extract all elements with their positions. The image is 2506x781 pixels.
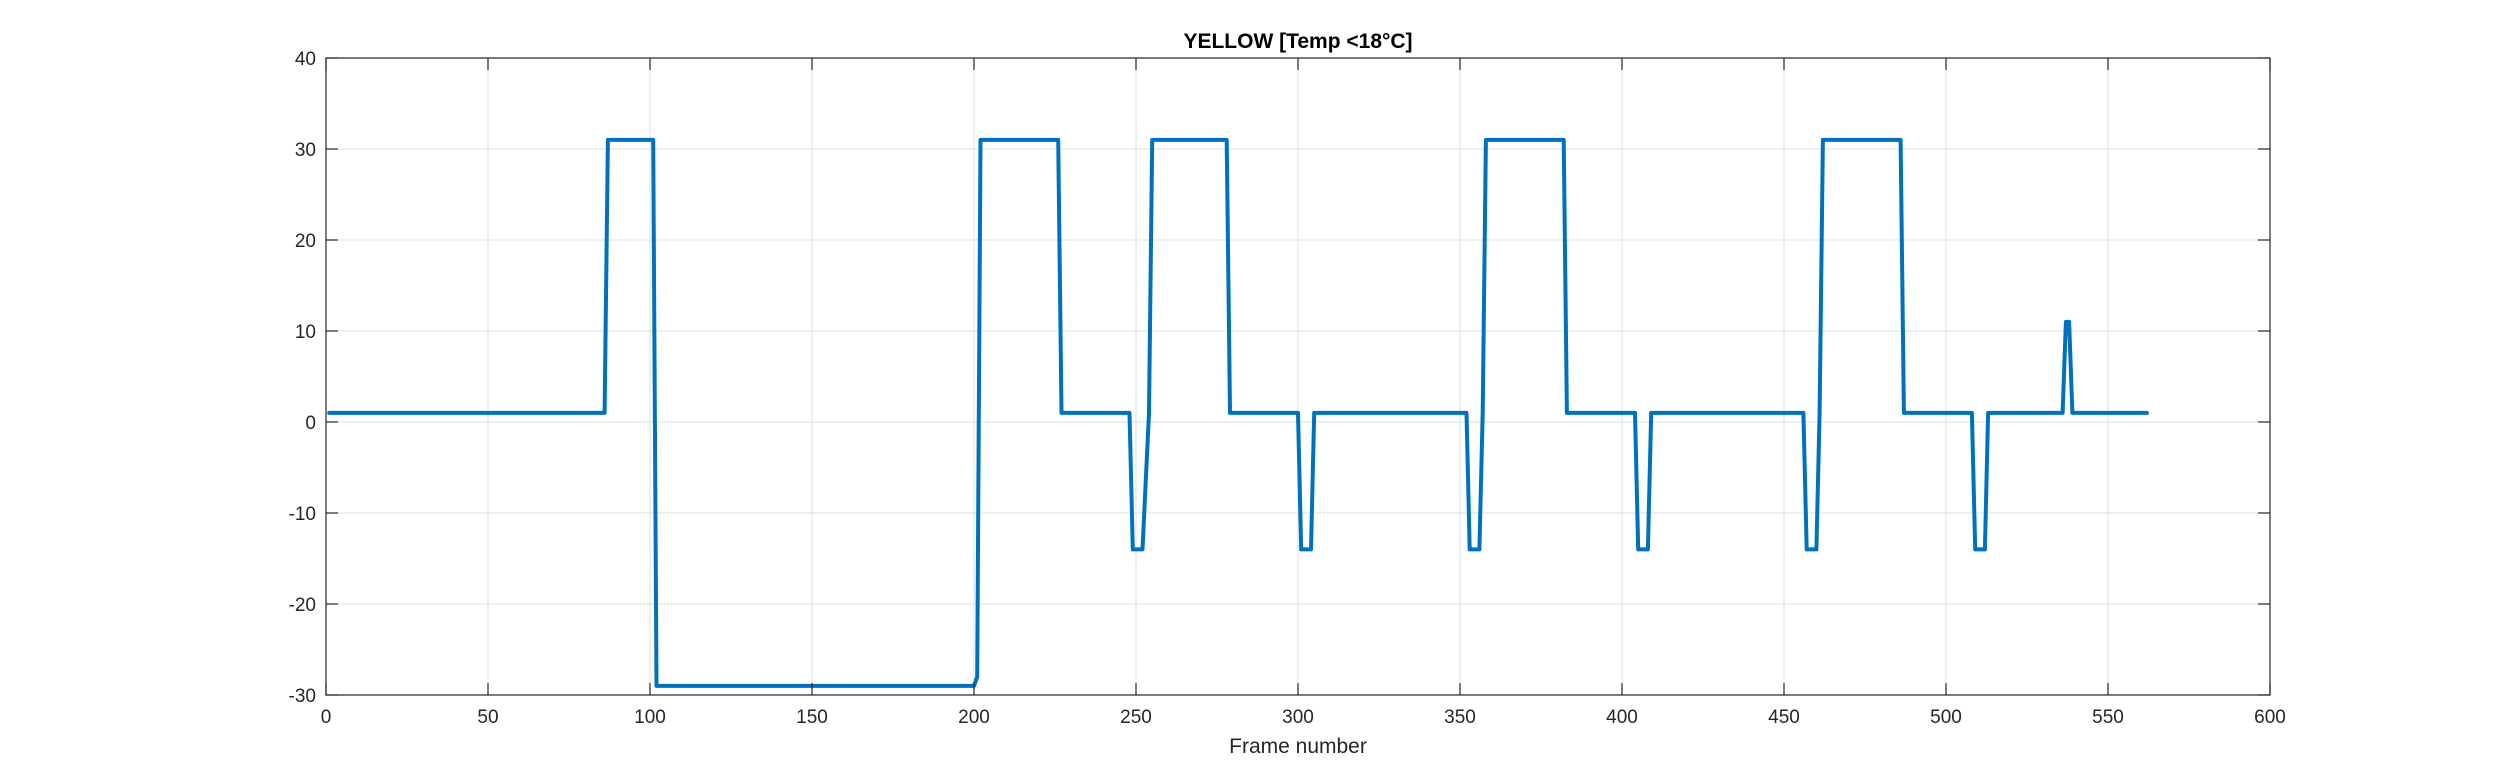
x-tick-label: 100 <box>634 707 666 728</box>
y-tick-label: 30 <box>295 140 316 161</box>
chart-title: YELLOW [Temp <18°C] <box>1183 30 1412 53</box>
y-tick-label: 40 <box>295 49 316 70</box>
x-tick-label: 600 <box>2254 707 2286 728</box>
y-tick-label: -20 <box>289 595 316 616</box>
x-tick-label: 50 <box>477 707 498 728</box>
x-axis-label: Frame number <box>1229 735 1367 758</box>
series-layer <box>327 137 2149 688</box>
x-tick-label: 300 <box>1282 707 1314 728</box>
x-tick-label: 0 <box>321 707 332 728</box>
x-tick-labels: 0 50 100 150 200 250 300 350 400 450 500 550 600 <box>321 707 2286 728</box>
x-tick-label: 350 <box>1444 707 1476 728</box>
y-tick-labels: -30 -20 -10 0 10 20 30 40 <box>289 49 316 707</box>
x-tick-label: 500 <box>1930 707 1962 728</box>
x-tick-label: 250 <box>1120 707 1152 728</box>
grid-lines <box>325 57 2271 696</box>
x-tick-label: 400 <box>1606 707 1638 728</box>
y-tick-label: 20 <box>295 231 316 252</box>
x-tick-label: 150 <box>796 707 828 728</box>
y-tick-label: 0 <box>305 413 316 434</box>
x-tick-label: 200 <box>958 707 990 728</box>
series-line-1 <box>327 137 2149 688</box>
y-tick-label: -10 <box>289 504 316 525</box>
x-tick-label: 450 <box>1768 707 1800 728</box>
y-tick-label: -30 <box>289 686 316 707</box>
x-tick-label: 550 <box>2092 707 2124 728</box>
y-tick-label: 10 <box>295 322 316 343</box>
axis-ticks <box>325 57 2271 696</box>
